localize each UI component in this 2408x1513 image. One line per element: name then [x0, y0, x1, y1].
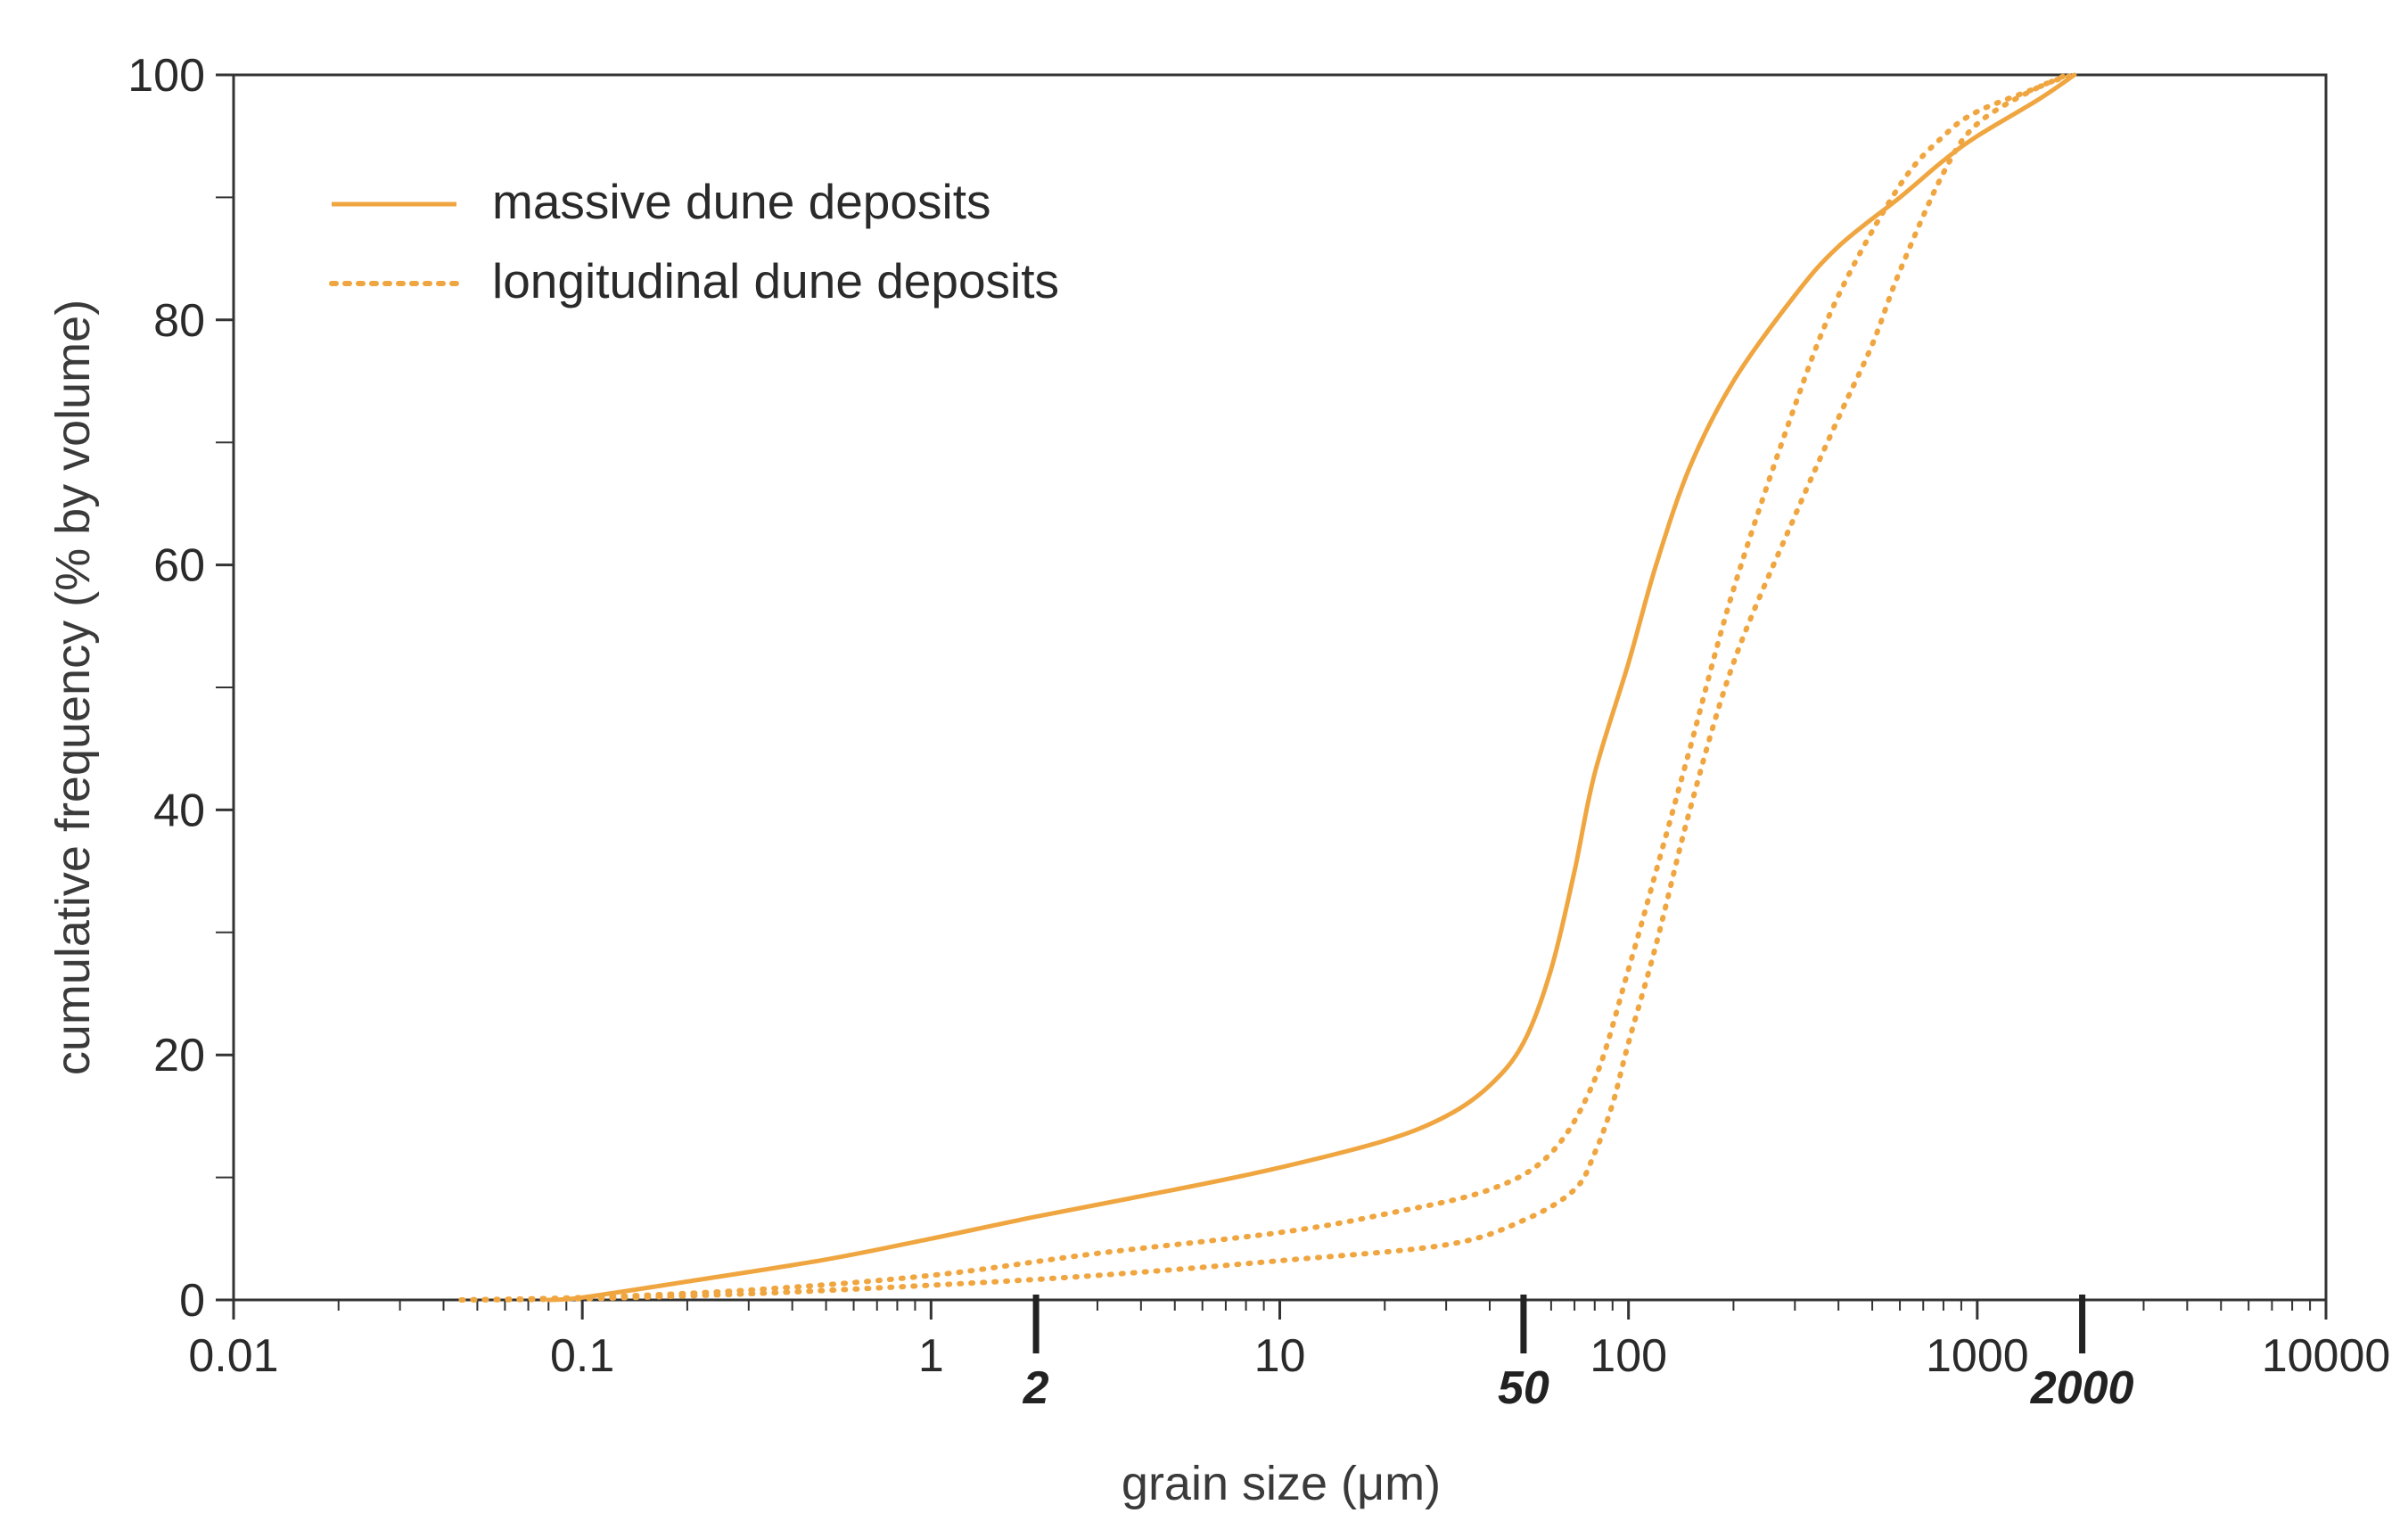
- y-tick-label: 80: [153, 295, 205, 347]
- series-line-2: [458, 72, 2077, 1303]
- y-tick-label: 0: [179, 1275, 205, 1327]
- x-tick-label: 100: [1590, 1330, 1667, 1382]
- y-axis-title: cumulative frequency (% by volume): [46, 300, 100, 1075]
- grain-size-boundaries: 2 50 2000: [1023, 1295, 2134, 1414]
- boundary-label: 50: [1498, 1362, 1549, 1414]
- y-tick-label: 20: [153, 1030, 205, 1081]
- series-line-0: [546, 72, 2077, 1303]
- legend: massive dune deposits longitudinal dune …: [329, 174, 1059, 308]
- boundary-label: 2000: [2030, 1362, 2134, 1414]
- y-tick-label: 40: [153, 785, 205, 836]
- x-axis: 0.01 0.1 1 10 100 1000 10000: [188, 1300, 2390, 1382]
- y-axis: 0 20 40 60 80 100: [127, 50, 234, 1327]
- x-tick-label: 1: [918, 1330, 944, 1382]
- y-tick-label: 100: [127, 50, 205, 102]
- x-tick-label: 0.01: [188, 1330, 278, 1382]
- x-tick-label: 10000: [2262, 1330, 2391, 1382]
- x-axis-title: grain size (μm): [1122, 1457, 1441, 1510]
- legend-label-massive: massive dune deposits: [492, 174, 990, 229]
- series-layer: [458, 72, 2077, 1303]
- x-tick-label: 1000: [1926, 1330, 2029, 1382]
- boundary-label: 2: [1023, 1362, 1049, 1414]
- y-tick-label: 60: [153, 540, 205, 592]
- x-tick-label: 0.1: [550, 1330, 614, 1382]
- legend-label-longitudinal: longitudinal dune deposits: [492, 253, 1059, 308]
- x-tick-label: 10: [1254, 1330, 1306, 1382]
